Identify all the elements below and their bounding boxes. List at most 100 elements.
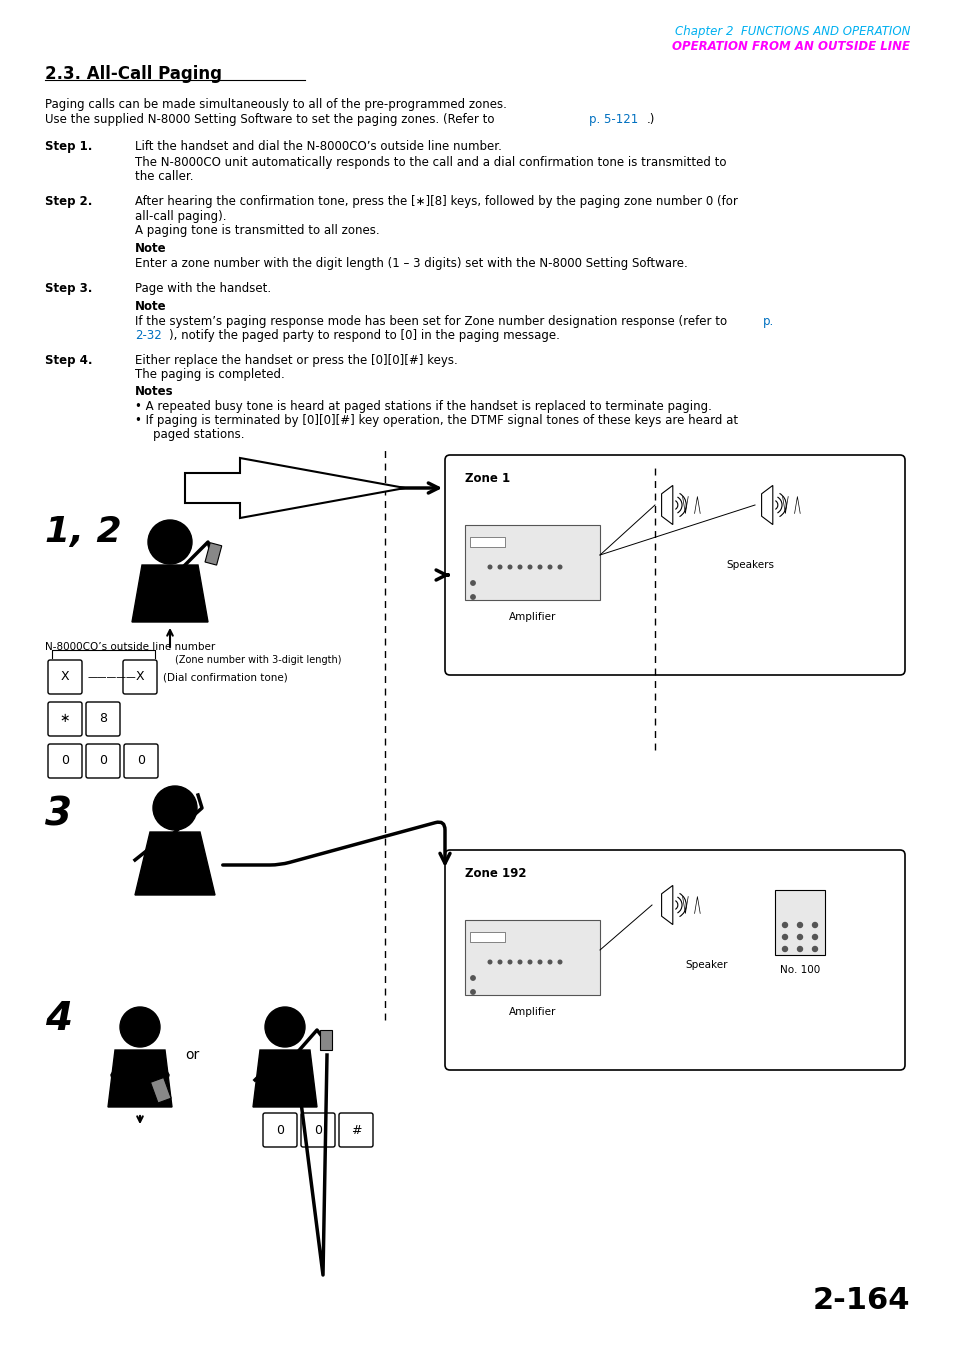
Bar [464, 919, 599, 995]
Text: • If paging is terminated by [0][0][#] key operation, the DTMF signal tones of t: • If paging is terminated by [0][0][#] k… [135, 414, 738, 427]
FancyBboxPatch shape [263, 1112, 296, 1148]
Text: Page with the handset.: Page with the handset. [135, 282, 271, 296]
Text: The N-8000CO unit automatically responds to the call and a dial confirmation ton: The N-8000CO unit automatically responds… [135, 157, 726, 169]
Text: Zone 1: Zone 1 [464, 472, 510, 485]
Circle shape [152, 786, 196, 830]
Text: ), notify the paged party to respond to [0] in the paging message.: ), notify the paged party to respond to … [169, 329, 559, 342]
Polygon shape [760, 486, 772, 525]
Circle shape [797, 946, 801, 952]
Circle shape [558, 566, 561, 568]
Bar [205, 543, 221, 566]
Circle shape [528, 960, 531, 964]
Circle shape [537, 960, 541, 964]
Text: paged stations.: paged stations. [152, 428, 244, 441]
Circle shape [471, 595, 475, 599]
Text: Speaker: Speaker [684, 960, 727, 971]
Circle shape [558, 960, 561, 964]
Text: A paging tone is transmitted to all zones.: A paging tone is transmitted to all zone… [135, 224, 379, 238]
Text: 8: 8 [99, 713, 107, 725]
FancyBboxPatch shape [124, 744, 158, 778]
Circle shape [528, 566, 531, 568]
Text: No. 100: No. 100 [779, 965, 820, 975]
FancyBboxPatch shape [48, 702, 82, 736]
Text: Step 1.: Step 1. [45, 140, 92, 153]
Text: .): .) [646, 113, 655, 126]
Text: 2-164: 2-164 [812, 1287, 909, 1315]
Circle shape [488, 960, 492, 964]
Text: Step 2.: Step 2. [45, 194, 92, 208]
Circle shape [548, 566, 551, 568]
Text: 1, 2: 1, 2 [45, 514, 121, 549]
Polygon shape [253, 1050, 316, 1107]
Circle shape [812, 934, 817, 940]
Text: Amplifier: Amplifier [508, 612, 556, 622]
Text: 0: 0 [275, 1123, 284, 1137]
FancyBboxPatch shape [444, 850, 904, 1071]
Bar [470, 931, 504, 942]
Text: Either replace the handset or press the [0][0][#] keys.: Either replace the handset or press the … [135, 354, 457, 367]
Circle shape [517, 566, 521, 568]
Text: (Dial confirmation tone): (Dial confirmation tone) [163, 672, 288, 682]
Polygon shape [661, 486, 672, 525]
Text: —————: ————— [88, 672, 136, 682]
Circle shape [265, 1007, 305, 1048]
Circle shape [148, 520, 192, 564]
Polygon shape [132, 566, 208, 622]
Polygon shape [185, 458, 405, 518]
Text: 2.3. All-Call Paging: 2.3. All-Call Paging [45, 65, 222, 82]
Bar [319, 1030, 332, 1050]
Circle shape [548, 960, 551, 964]
Bar [151, 1077, 171, 1103]
Bar [464, 525, 599, 599]
Circle shape [471, 976, 475, 980]
Polygon shape [108, 1050, 172, 1107]
Circle shape [781, 934, 786, 940]
Bar [774, 890, 824, 954]
Circle shape [781, 946, 786, 952]
Text: (Zone number with 3-digit length): (Zone number with 3-digit length) [174, 655, 341, 666]
FancyBboxPatch shape [301, 1112, 335, 1148]
Text: 0: 0 [99, 755, 107, 768]
Circle shape [537, 566, 541, 568]
Circle shape [471, 990, 475, 994]
Text: Note: Note [135, 242, 167, 255]
FancyBboxPatch shape [123, 660, 157, 694]
Circle shape [508, 566, 511, 568]
Text: Enter a zone number with the digit length (1 – 3 digits) set with the N-8000 Set: Enter a zone number with the digit lengt… [135, 256, 687, 270]
Text: Amplifier: Amplifier [508, 1007, 556, 1017]
Text: After hearing the confirmation tone, press the [∗][8] keys, followed by the pagi: After hearing the confirmation tone, pre… [135, 194, 737, 208]
Text: Use the supplied N-8000 Setting Software to set the paging zones. (Refer to: Use the supplied N-8000 Setting Software… [45, 113, 497, 126]
Text: OPERATION FROM AN OUTSIDE LINE: OPERATION FROM AN OUTSIDE LINE [671, 40, 909, 53]
FancyBboxPatch shape [86, 744, 120, 778]
FancyBboxPatch shape [48, 660, 82, 694]
Text: Lift the handset and dial the N-8000CO’s outside line number.: Lift the handset and dial the N-8000CO’s… [135, 140, 501, 153]
Text: Paging calls can be made simultaneously to all of the pre-programmed zones.: Paging calls can be made simultaneously … [45, 99, 506, 111]
Text: 0: 0 [61, 755, 69, 768]
Text: all-call paging).: all-call paging). [135, 211, 226, 223]
Text: Zone 192: Zone 192 [464, 867, 526, 880]
Circle shape [781, 922, 786, 927]
Text: Notes: Notes [135, 385, 173, 398]
Text: Speakers: Speakers [725, 560, 773, 570]
Circle shape [508, 960, 511, 964]
Text: 0: 0 [137, 755, 145, 768]
Text: p. 5-121: p. 5-121 [588, 113, 638, 126]
Text: ∗: ∗ [60, 713, 71, 725]
FancyBboxPatch shape [338, 1112, 373, 1148]
Circle shape [797, 922, 801, 927]
Text: #: # [351, 1123, 361, 1137]
Text: 4: 4 [45, 1000, 71, 1038]
Text: If the system’s paging response mode has been set for Zone number designation re: If the system’s paging response mode has… [135, 315, 730, 328]
Circle shape [120, 1007, 160, 1048]
Text: p.: p. [762, 315, 774, 328]
Text: • A repeated busy tone is heard at paged stations if the handset is replaced to : • A repeated busy tone is heard at paged… [135, 400, 711, 413]
Text: N-8000CO’s outside line number: N-8000CO’s outside line number [45, 643, 215, 652]
Text: or: or [185, 1048, 199, 1062]
Circle shape [797, 934, 801, 940]
Text: 3: 3 [45, 795, 71, 833]
Circle shape [812, 946, 817, 952]
FancyBboxPatch shape [48, 744, 82, 778]
Text: The paging is completed.: The paging is completed. [135, 369, 284, 381]
Polygon shape [135, 832, 214, 895]
FancyBboxPatch shape [444, 455, 904, 675]
